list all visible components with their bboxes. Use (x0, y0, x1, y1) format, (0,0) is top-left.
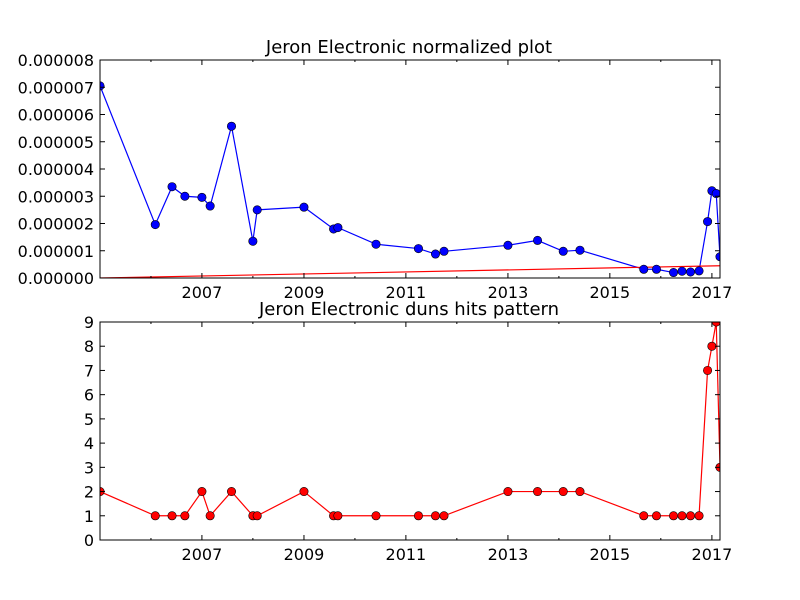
x-tick-label: 2007 (182, 283, 223, 302)
x-tick-label: 2007 (182, 545, 223, 564)
series-0-point (227, 487, 237, 497)
series-0-point (711, 322, 720, 327)
series-0-point (430, 249, 440, 259)
series-0-point (651, 264, 661, 274)
series-0-point (371, 239, 381, 249)
series-0-point (252, 205, 262, 215)
series-0-point (439, 246, 449, 256)
series-0-point (677, 511, 687, 521)
series-0-point (252, 511, 262, 521)
x-tick-label: 2015 (589, 545, 630, 564)
series-0-point (711, 189, 720, 199)
series-0-point (694, 266, 704, 276)
series-0-point (205, 201, 215, 211)
series-0-point (669, 268, 679, 278)
x-tick-label: 2009 (284, 545, 325, 564)
series-1-line (100, 265, 720, 278)
series-0-point (227, 121, 237, 131)
plot-area (100, 81, 720, 278)
series-0-point (197, 192, 207, 202)
series-0-point (167, 182, 177, 192)
normalized-plot-title: Jeron Electronic normalized plot (265, 37, 552, 58)
series-0-point (639, 511, 649, 521)
series-0-point (371, 511, 381, 521)
x-tick-label: 2011 (386, 283, 427, 302)
y-tick-label: 2 (84, 483, 94, 502)
x-tick-label: 2013 (488, 545, 529, 564)
y-tick-label: 0.000008 (18, 51, 94, 70)
y-tick-label: 8 (84, 337, 94, 356)
plot-area (100, 322, 720, 521)
series-0-point (533, 235, 543, 245)
series-0-point (180, 511, 190, 521)
series-0-point (575, 245, 585, 255)
plot-frame (99, 321, 721, 541)
series-0-point (651, 511, 661, 521)
series-0-point (686, 511, 696, 521)
series-0-line (100, 85, 720, 274)
y-tick-label: 0.000006 (18, 106, 94, 125)
series-0-point (430, 511, 440, 521)
duns-hits-title: Jeron Electronic duns hits pattern (258, 299, 559, 320)
series-0-point (694, 511, 704, 521)
x-tick-label: 2017 (692, 283, 733, 302)
y-tick-label: 0.000007 (18, 78, 94, 97)
series-0-point (299, 202, 309, 212)
series-0-point (558, 246, 568, 256)
y-tick-label: 3 (84, 458, 94, 477)
y-tick-label: 0 (84, 531, 94, 550)
y-tick-label: 9 (84, 313, 94, 332)
y-tick-label: 7 (84, 361, 94, 380)
series-0-point (503, 240, 513, 250)
y-tick-label: 5 (84, 410, 94, 429)
series-0-point (413, 511, 423, 521)
series-0-point (686, 267, 696, 277)
series-0-point (205, 511, 215, 521)
y-tick-label: 0.000005 (18, 133, 94, 152)
y-tick-label: 0.000003 (18, 187, 94, 206)
plot-frame (99, 59, 721, 279)
series-0-point (167, 511, 177, 521)
y-tick-label: 0.000004 (18, 160, 94, 179)
y-tick-label: 1 (84, 507, 94, 526)
series-0-point (248, 236, 258, 246)
series-0-point (150, 511, 160, 521)
series-0-point (558, 487, 568, 497)
y-tick-label: 4 (84, 434, 94, 453)
y-tick-label: 0.000000 (18, 269, 94, 288)
series-0-point (677, 266, 687, 276)
y-tick-label: 0.000001 (18, 242, 94, 261)
x-tick-label: 2011 (386, 545, 427, 564)
series-0-point (150, 220, 160, 230)
x-tick-label: 2015 (589, 283, 630, 302)
x-tick-label: 2013 (488, 283, 529, 302)
duns-hits-panel: Jeron Electronic duns hits pattern 2007 2… (84, 299, 732, 564)
series-0-point (197, 487, 207, 497)
series-0-line (100, 322, 720, 517)
series-0-point (413, 244, 423, 254)
series-0-point (707, 341, 717, 351)
series-0-point (299, 487, 309, 497)
series-0-point (333, 223, 343, 233)
series-0-point (703, 365, 713, 375)
series-0-point (180, 191, 190, 201)
x-tick-label: 2017 (692, 545, 733, 564)
series-0-point (439, 511, 449, 521)
x-tick-label: 2009 (284, 283, 325, 302)
normalized-plot-panel: Jeron Electronic normalized plot 2007 200… (18, 37, 733, 302)
series-0-point (575, 487, 585, 497)
y-tick-label: 0.000002 (18, 215, 94, 234)
series-0-point (503, 487, 513, 497)
series-0-point (669, 511, 679, 521)
series-0-point (639, 264, 649, 274)
series-0-point (703, 217, 713, 227)
series-0-point (333, 511, 343, 521)
y-tick-label: 6 (84, 386, 94, 405)
series-0-point (533, 487, 543, 497)
